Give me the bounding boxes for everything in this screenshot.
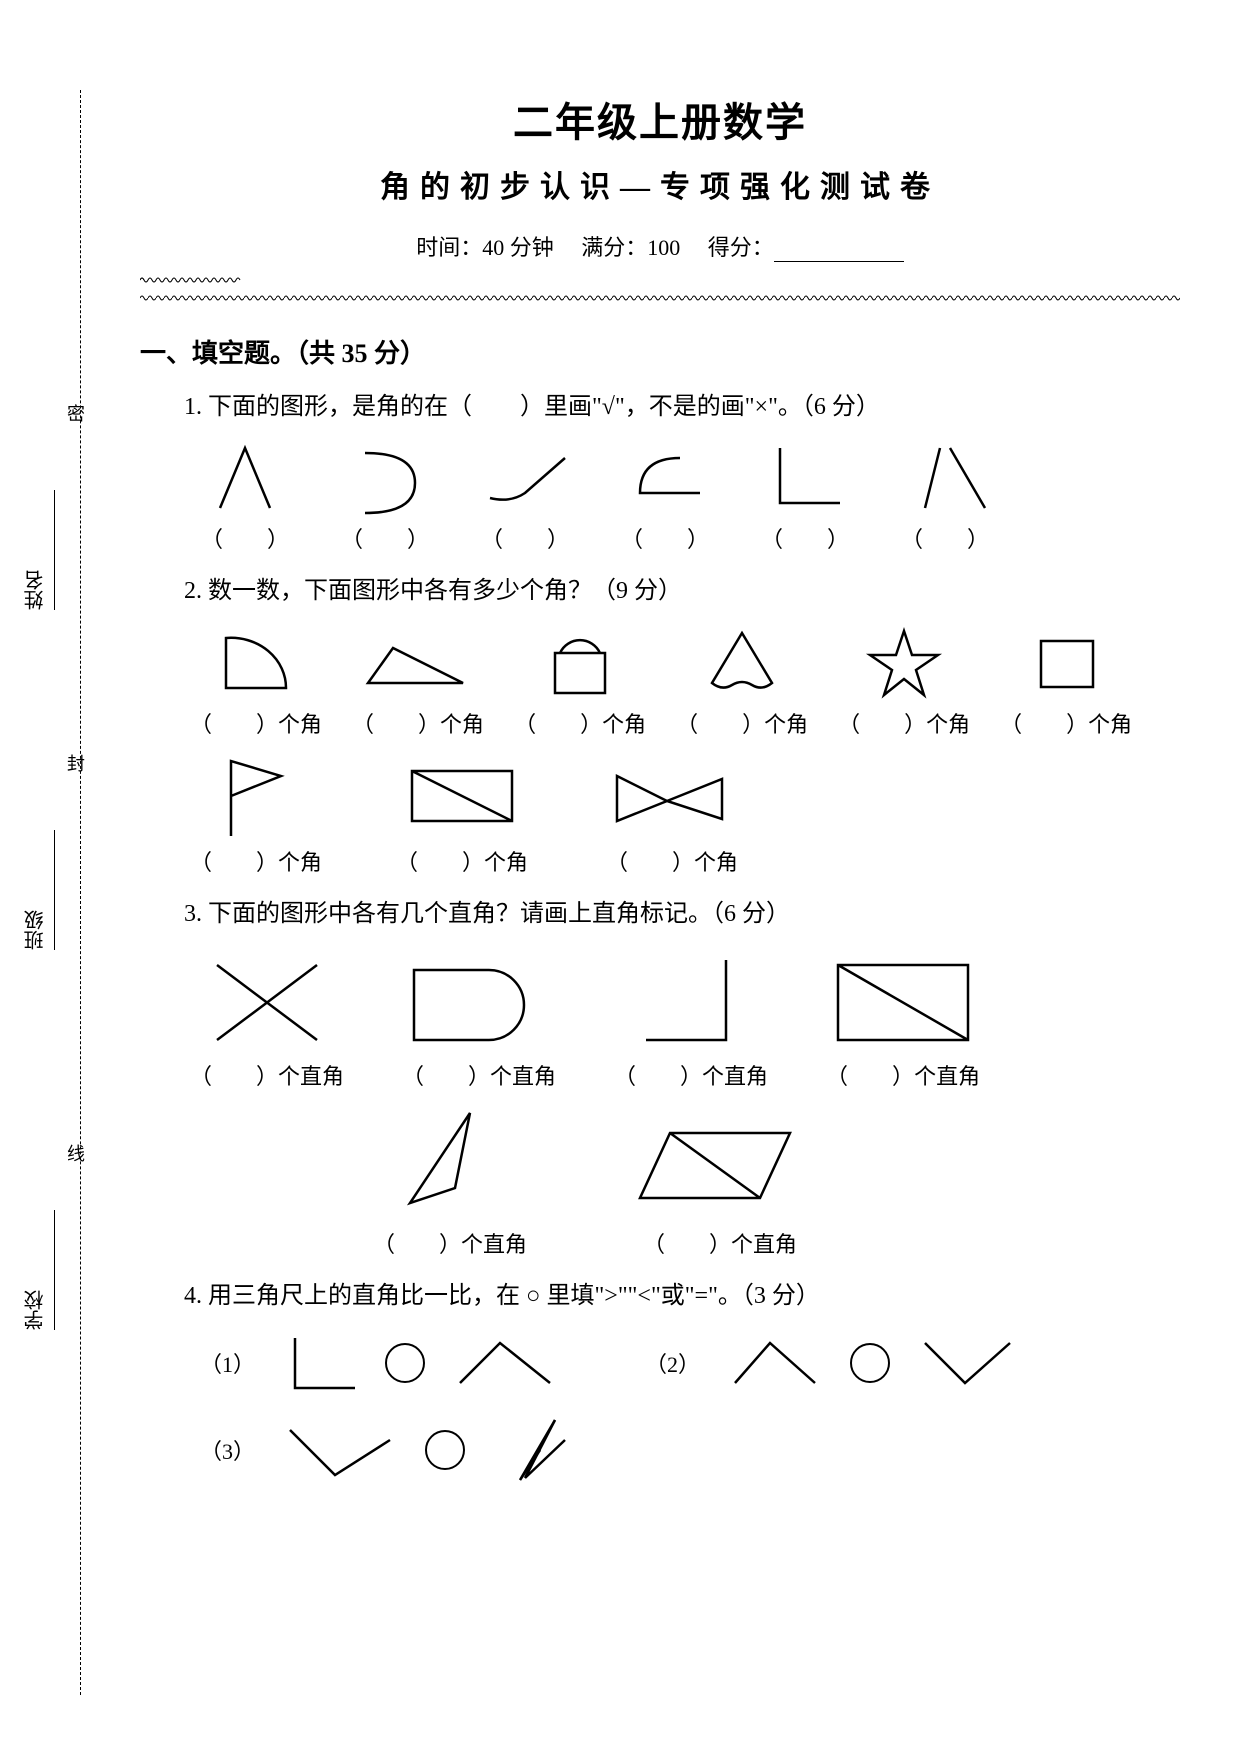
q3-blank-5[interactable]: （ ）个直角 (373, 1227, 527, 1259)
q4-text: 4. 用三角尺上的直角比一比，在 ○ 里填">""<"或"="。（3 分） (140, 1277, 1180, 1315)
q2-blank-9[interactable]: （ ）个角 (606, 845, 738, 877)
q4-2-left (720, 1328, 830, 1398)
binding-strip: 线 学校 封 班级 密 姓名 (80, 90, 120, 1695)
q1-blank-3[interactable]: （ ） (481, 522, 569, 554)
q1-shape-3: （ ） (470, 438, 580, 554)
q4-3-left (275, 1410, 405, 1490)
q1-shape-2: （ ） (330, 438, 440, 554)
q1-shape-4: （ ） (610, 438, 720, 554)
binding-char-mi: 密 (67, 400, 85, 426)
q2-blank-1[interactable]: （ ）个角 (190, 707, 322, 739)
q3-shape-5: （ ）个直角 (370, 1103, 530, 1259)
q2-blank-8[interactable]: （ ）个角 (396, 845, 528, 877)
binding-name-label: 姓名 (21, 490, 55, 610)
q4-label-2: （2） (645, 1347, 700, 1379)
q2-blank-6[interactable]: （ ）个角 (1000, 707, 1132, 739)
q3-blank-2[interactable]: （ ）个直角 (402, 1059, 556, 1091)
q2-shape-1: （ ）个角 (190, 623, 322, 739)
q2-row1: （ ）个角 （ ）个角 （ ）个角 （ ）个角 （ ）个角 （ ）个角 (140, 623, 1180, 739)
q2-shape-8: （ ）个角 (392, 751, 532, 877)
q2-blank-3[interactable]: （ ）个角 (514, 707, 646, 739)
time-label: 时间：40 分钟 (416, 235, 554, 260)
q3-shape-3: （ ）个直角 (614, 945, 768, 1091)
q3-text: 3. 下面的图形中各有几个直角？请画上直角标记。（6 分） (140, 895, 1180, 933)
q1-blank-6[interactable]: （ ） (901, 522, 989, 554)
wavy-divider (140, 276, 1180, 284)
q2-shape-5: （ ）个角 (838, 623, 970, 739)
q3-blank-1[interactable]: （ ）个直角 (190, 1059, 344, 1091)
q3-shape-2: （ ）个直角 (394, 945, 564, 1091)
info-line: 时间：40 分钟 满分：100 得分： (140, 230, 1180, 262)
q4-1-right (445, 1328, 565, 1398)
score-blank[interactable] (774, 242, 904, 262)
page-title: 二年级上册数学 (140, 90, 1180, 148)
q4-item-3: （3） (140, 1410, 1180, 1490)
q2-blank-2[interactable]: （ ）个角 (352, 707, 484, 739)
q4-circle-2[interactable] (850, 1343, 890, 1383)
q1-text: 1. 下面的图形，是角的在（ ）里画"√"，不是的画"×"。（6 分） (140, 388, 1180, 426)
q1-blank-2[interactable]: （ ） (341, 522, 429, 554)
q4-label-3: （3） (200, 1434, 255, 1466)
q3-row1: （ ）个直角 （ ）个直角 （ ）个直角 （ ）个直角 (140, 945, 1180, 1091)
q1-blank-4[interactable]: （ ） (621, 522, 709, 554)
q2-shape-7: （ ）个角 (190, 751, 322, 877)
q3-blank-4[interactable]: （ ）个直角 (826, 1059, 980, 1091)
q2-shape-9: （ ）个角 (602, 751, 742, 877)
wavy-divider-full (140, 294, 1180, 302)
q2-blank-7[interactable]: （ ）个角 (190, 845, 322, 877)
binding-school-label: 学校 (21, 1210, 55, 1330)
q2-row2: （ ）个角 （ ）个角 （ ）个角 (140, 751, 1180, 877)
q4-3-right (485, 1410, 595, 1490)
q3-shape-6: （ ）个直角 (620, 1103, 820, 1259)
q3-shape-4: （ ）个直角 (818, 945, 988, 1091)
q1-shape-6: （ ） (890, 438, 1000, 554)
q4-item-1: （1） （2） (140, 1328, 1180, 1398)
section1-title: 一、填空题。（共 35 分） (140, 333, 1180, 370)
q1-blank-1[interactable]: （ ） (201, 522, 289, 554)
q4-circle-3[interactable] (425, 1430, 465, 1470)
q3-blank-3[interactable]: （ ）个直角 (614, 1059, 768, 1091)
binding-char-feng: 封 (67, 750, 85, 776)
q2-shape-3: （ ）个角 (514, 623, 646, 739)
q1-shape-1: （ ） (190, 438, 300, 554)
q2-text: 2. 数一数，下面图形中各有多少个角？（9 分） (140, 572, 1180, 610)
q4-1-left (275, 1328, 365, 1398)
score-label: 得分： (708, 235, 774, 260)
q3-shape-1: （ ）个直角 (190, 945, 344, 1091)
q2-shape-6: （ ）个角 (1000, 623, 1132, 739)
q4-2-right (910, 1328, 1020, 1398)
page-subtitle: 角的初步认识—专项强化测试卷 (140, 162, 1180, 206)
q4-circle-1[interactable] (385, 1343, 425, 1383)
q3-row2: （ ）个直角 （ ）个直角 (140, 1103, 1180, 1259)
binding-char-xian: 线 (67, 1140, 85, 1166)
q2-shape-2: （ ）个角 (352, 623, 484, 739)
q1-blank-5[interactable]: （ ） (761, 522, 849, 554)
q3-blank-6[interactable]: （ ）个直角 (643, 1227, 797, 1259)
q1-figures: （ ） （ ） （ ） （ ） （ ） （ ） (140, 438, 1180, 554)
fullscore-label: 满分：100 (581, 235, 680, 260)
q4-label-1: （1） (200, 1347, 255, 1379)
q1-shape-5: （ ） (750, 438, 860, 554)
q2-shape-4: （ ）个角 (676, 623, 808, 739)
binding-class-label: 班级 (21, 830, 55, 950)
q2-blank-5[interactable]: （ ）个角 (838, 707, 970, 739)
q2-blank-4[interactable]: （ ）个角 (676, 707, 808, 739)
